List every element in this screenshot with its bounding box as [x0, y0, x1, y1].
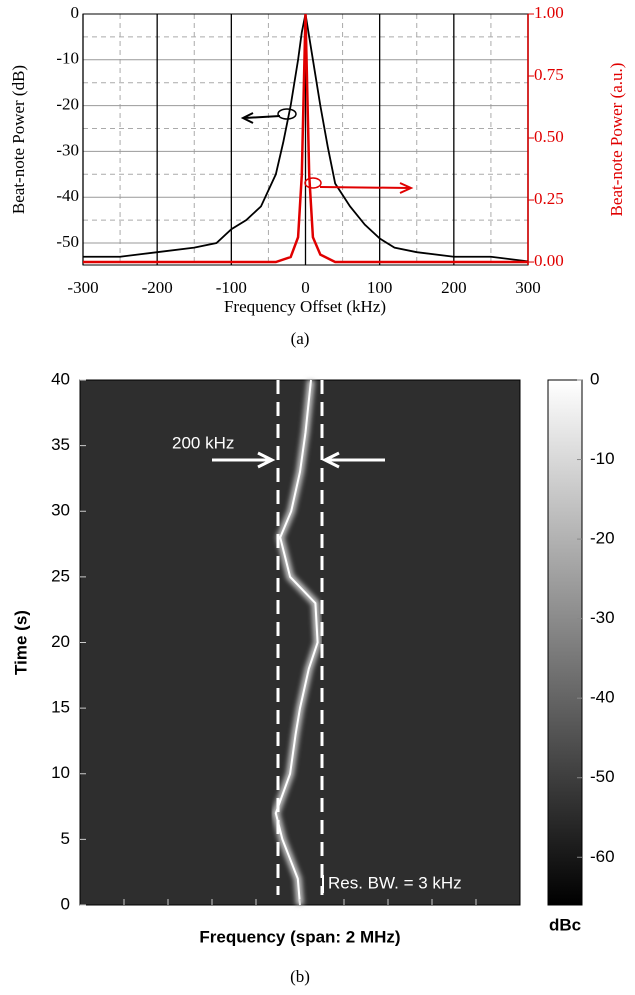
y2-tick-label: 0.50 [534, 127, 564, 146]
annotation-arrow [319, 182, 414, 194]
y-axis-label: Beat-note Power (dB) [9, 65, 28, 214]
colorbar-tick-label: -50 [590, 767, 615, 786]
x-tick-label: 0 [301, 278, 310, 297]
y-tick-label: 35 [51, 435, 70, 454]
x-axis-label: Frequency (span: 2 MHz) [199, 927, 400, 946]
x-tick-label: -100 [216, 278, 247, 297]
y2-tick-label: 0.25 [534, 189, 564, 208]
colorbar-tick-label: -20 [590, 529, 615, 548]
colorbar-tick-label: -60 [590, 847, 615, 866]
y-tick-label: 40 [51, 369, 70, 388]
y2-tick-label: 0.00 [534, 251, 564, 270]
y-tick-label: -50 [56, 232, 79, 251]
y-tick-label: -30 [56, 140, 79, 159]
y-tick-label: 25 [51, 566, 70, 585]
colorbar-tick-label: -10 [590, 449, 615, 468]
y-tick-label: 5 [61, 829, 70, 848]
x-tick-label: 100 [367, 278, 393, 297]
colorbar [547, 379, 583, 906]
annotation-arrow [212, 451, 276, 469]
colorbar-tick-label: 0 [590, 369, 599, 388]
annotation-ellipse [304, 177, 322, 189]
y-tick-label: 0 [61, 894, 70, 913]
colorbar-tick-label: -40 [590, 688, 615, 707]
x-tick-label: 300 [515, 278, 541, 297]
y-tick-label: -20 [56, 95, 79, 114]
annotation-ellipse [277, 108, 297, 120]
caption: (b) [290, 967, 310, 986]
y-tick-label: -10 [56, 49, 79, 68]
y-tick-label: 0 [71, 3, 80, 22]
x-axis-label: Frequency Offset (kHz) [224, 297, 386, 316]
y-tick-label: 30 [51, 501, 70, 520]
panel-a: -50-40-30-20-100-300 -200 -100 0 100 200 3000.… [9, 3, 626, 348]
annotation-arrow [321, 451, 385, 469]
annotation-arrow [240, 112, 281, 124]
annotation: Res. BW. = 3 kHz [328, 873, 462, 892]
colorbar-label: dBc [549, 915, 581, 934]
x-tick-label: -200 [142, 278, 173, 297]
annotation: 200 kHz [172, 433, 234, 452]
y2-tick-label: 0.75 [534, 65, 564, 84]
x-tick-label: -300 [67, 278, 98, 297]
caption: (a) [291, 329, 310, 348]
panel-b: 0 5 10 15 20 25 30 35 40 200 kHz Res. BW. = 3 kHz -… [11, 369, 614, 985]
y-tick-label: 15 [51, 698, 70, 717]
y2-tick-label: 1.00 [534, 3, 564, 22]
x-tick-label: 200 [441, 278, 467, 297]
series-line [83, 13, 528, 264]
colorbar-tick-label: -30 [590, 608, 615, 627]
y-tick-label: 10 [51, 763, 70, 782]
y-axis-label: Time (s) [11, 610, 30, 675]
y-tick-label: 20 [51, 632, 70, 651]
y-tick-label: -40 [56, 186, 79, 205]
y2-axis-label: Beat-note Power (a.u.) [607, 63, 626, 217]
